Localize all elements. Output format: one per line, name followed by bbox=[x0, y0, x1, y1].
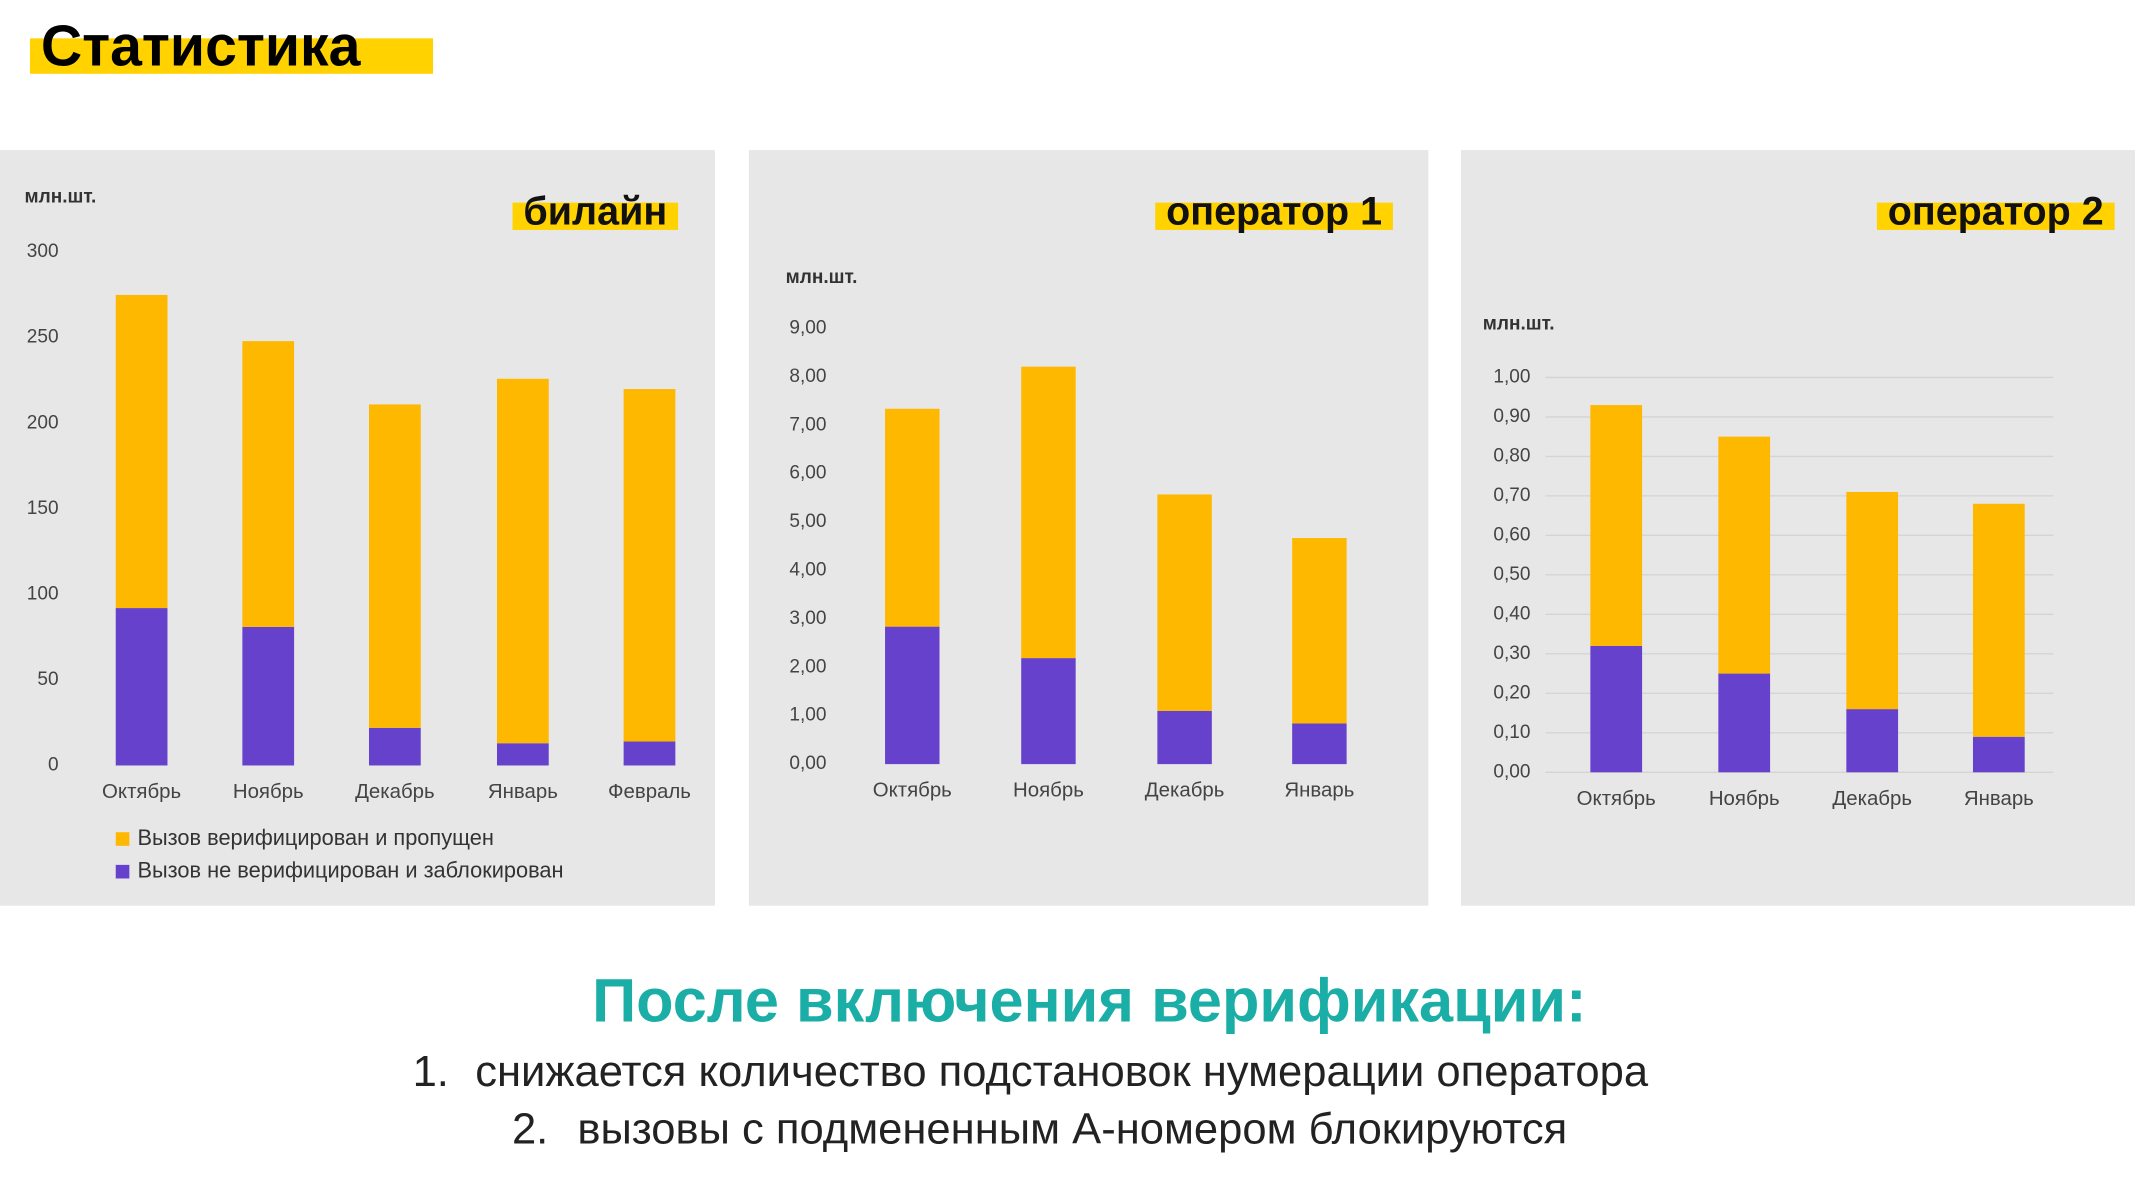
x-tick-label: Декабрь bbox=[1145, 780, 1225, 802]
slide-title: Статистика bbox=[41, 15, 362, 79]
y-tick-label: 7,00 bbox=[789, 414, 826, 435]
y-tick-label: 0,20 bbox=[1493, 682, 1530, 703]
y-tick-label: 5,00 bbox=[789, 511, 826, 532]
chart-title: оператор 2 bbox=[1888, 189, 2104, 233]
bar-segment bbox=[242, 341, 295, 627]
bar-segment bbox=[1718, 673, 1771, 773]
axis-unit-label: млн.шт. bbox=[786, 267, 858, 288]
x-tick-label: Декабрь bbox=[1832, 788, 1912, 810]
bar-segment bbox=[1021, 658, 1076, 765]
conclusion-heading: После включения верификации: bbox=[592, 966, 1586, 1034]
title-highlight bbox=[29, 38, 433, 74]
chart-title: оператор 1 bbox=[1166, 189, 1382, 233]
bar-segment bbox=[885, 408, 940, 627]
bar-segment bbox=[1846, 491, 1899, 710]
x-tick-label: Ноябрь bbox=[1013, 780, 1084, 802]
y-tick-label: 50 bbox=[37, 669, 58, 690]
y-tick-label: 300 bbox=[27, 241, 59, 262]
x-tick-label: Октябрь bbox=[1577, 788, 1656, 810]
y-tick-label: 1,00 bbox=[1493, 366, 1530, 387]
panel bbox=[1461, 150, 2135, 906]
title-highlight bbox=[1155, 202, 1393, 230]
bar-segment bbox=[1718, 436, 1771, 674]
y-tick-label: 0,30 bbox=[1493, 643, 1530, 664]
y-tick-label: 3,00 bbox=[789, 608, 826, 629]
bar-segment bbox=[496, 743, 549, 766]
y-tick-label: 100 bbox=[27, 583, 59, 604]
axis-unit-label: млн.шт. bbox=[1483, 313, 1555, 334]
chart-title: билайн bbox=[523, 189, 667, 233]
bar-segment bbox=[623, 389, 676, 742]
y-tick-label: 0,10 bbox=[1493, 722, 1530, 743]
x-tick-label: Январь bbox=[1284, 780, 1354, 802]
x-tick-label: Январь bbox=[488, 781, 558, 803]
bar-segment bbox=[623, 741, 676, 766]
bar-segment bbox=[242, 626, 295, 766]
y-tick-label: 0,90 bbox=[1493, 406, 1530, 427]
title-highlight bbox=[512, 202, 679, 230]
y-tick-label: 6,00 bbox=[789, 463, 826, 484]
y-tick-label: 0,60 bbox=[1493, 524, 1530, 545]
title-highlight bbox=[1876, 202, 2115, 230]
bar-segment bbox=[1292, 538, 1347, 724]
bar-segment bbox=[1846, 709, 1899, 773]
x-tick-label: Октябрь bbox=[102, 781, 181, 803]
bar-segment bbox=[1972, 503, 2025, 737]
list-item: вызовы с подмененным А-номером блокируют… bbox=[577, 1105, 1567, 1153]
y-tick-label: 8,00 bbox=[789, 366, 826, 387]
bar-segment bbox=[368, 727, 421, 766]
y-tick-label: 250 bbox=[27, 327, 59, 348]
x-tick-label: Ноябрь bbox=[1709, 788, 1780, 810]
y-tick-label: 200 bbox=[27, 412, 59, 433]
x-tick-label: Ноябрь bbox=[233, 781, 304, 803]
axis-unit-label: млн.шт. bbox=[25, 187, 97, 208]
x-tick-label: Январь bbox=[1964, 788, 2034, 810]
bar-segment bbox=[115, 294, 168, 609]
bar-segment bbox=[1292, 723, 1347, 765]
y-tick-label: 0,80 bbox=[1493, 445, 1530, 466]
bar-segment bbox=[1590, 405, 1643, 646]
y-tick-label: 9,00 bbox=[789, 317, 826, 338]
bar-segment bbox=[1157, 494, 1212, 711]
list-item: снижается количество подстановок нумерац… bbox=[475, 1048, 1649, 1096]
bar-segment bbox=[368, 404, 421, 728]
bar-segment bbox=[1021, 366, 1076, 659]
x-tick-label: Октябрь bbox=[873, 780, 952, 802]
y-tick-label: 150 bbox=[27, 498, 59, 519]
panel bbox=[748, 150, 1429, 906]
bar-segment bbox=[885, 626, 940, 765]
bar-segment bbox=[496, 378, 549, 744]
x-tick-label: Февраль bbox=[608, 781, 691, 803]
y-tick-label: 4,00 bbox=[789, 559, 826, 580]
y-tick-label: 0,70 bbox=[1493, 485, 1530, 506]
y-tick-label: 0 bbox=[48, 755, 59, 776]
legend-swatch bbox=[115, 864, 130, 879]
bar-segment bbox=[1590, 645, 1643, 773]
y-tick-label: 0,00 bbox=[1493, 761, 1530, 782]
x-tick-label: Декабрь bbox=[355, 781, 435, 803]
y-tick-label: 0,00 bbox=[789, 753, 826, 774]
y-tick-label: 0,40 bbox=[1493, 603, 1530, 624]
legend-swatch bbox=[115, 832, 130, 846]
y-tick-label: 0,50 bbox=[1493, 564, 1530, 585]
legend-label: Вызов верифицирован и пропущен bbox=[138, 825, 494, 850]
bar-segment bbox=[1972, 736, 2025, 773]
bar-segment bbox=[115, 608, 168, 766]
list-marker: 2. bbox=[512, 1105, 548, 1153]
y-tick-label: 2,00 bbox=[789, 656, 826, 677]
bar-segment bbox=[1157, 710, 1212, 765]
list-marker: 1. bbox=[413, 1048, 449, 1096]
y-tick-label: 1,00 bbox=[789, 705, 826, 726]
legend-label: Вызов не верифицирован и заблокирован bbox=[138, 857, 564, 882]
